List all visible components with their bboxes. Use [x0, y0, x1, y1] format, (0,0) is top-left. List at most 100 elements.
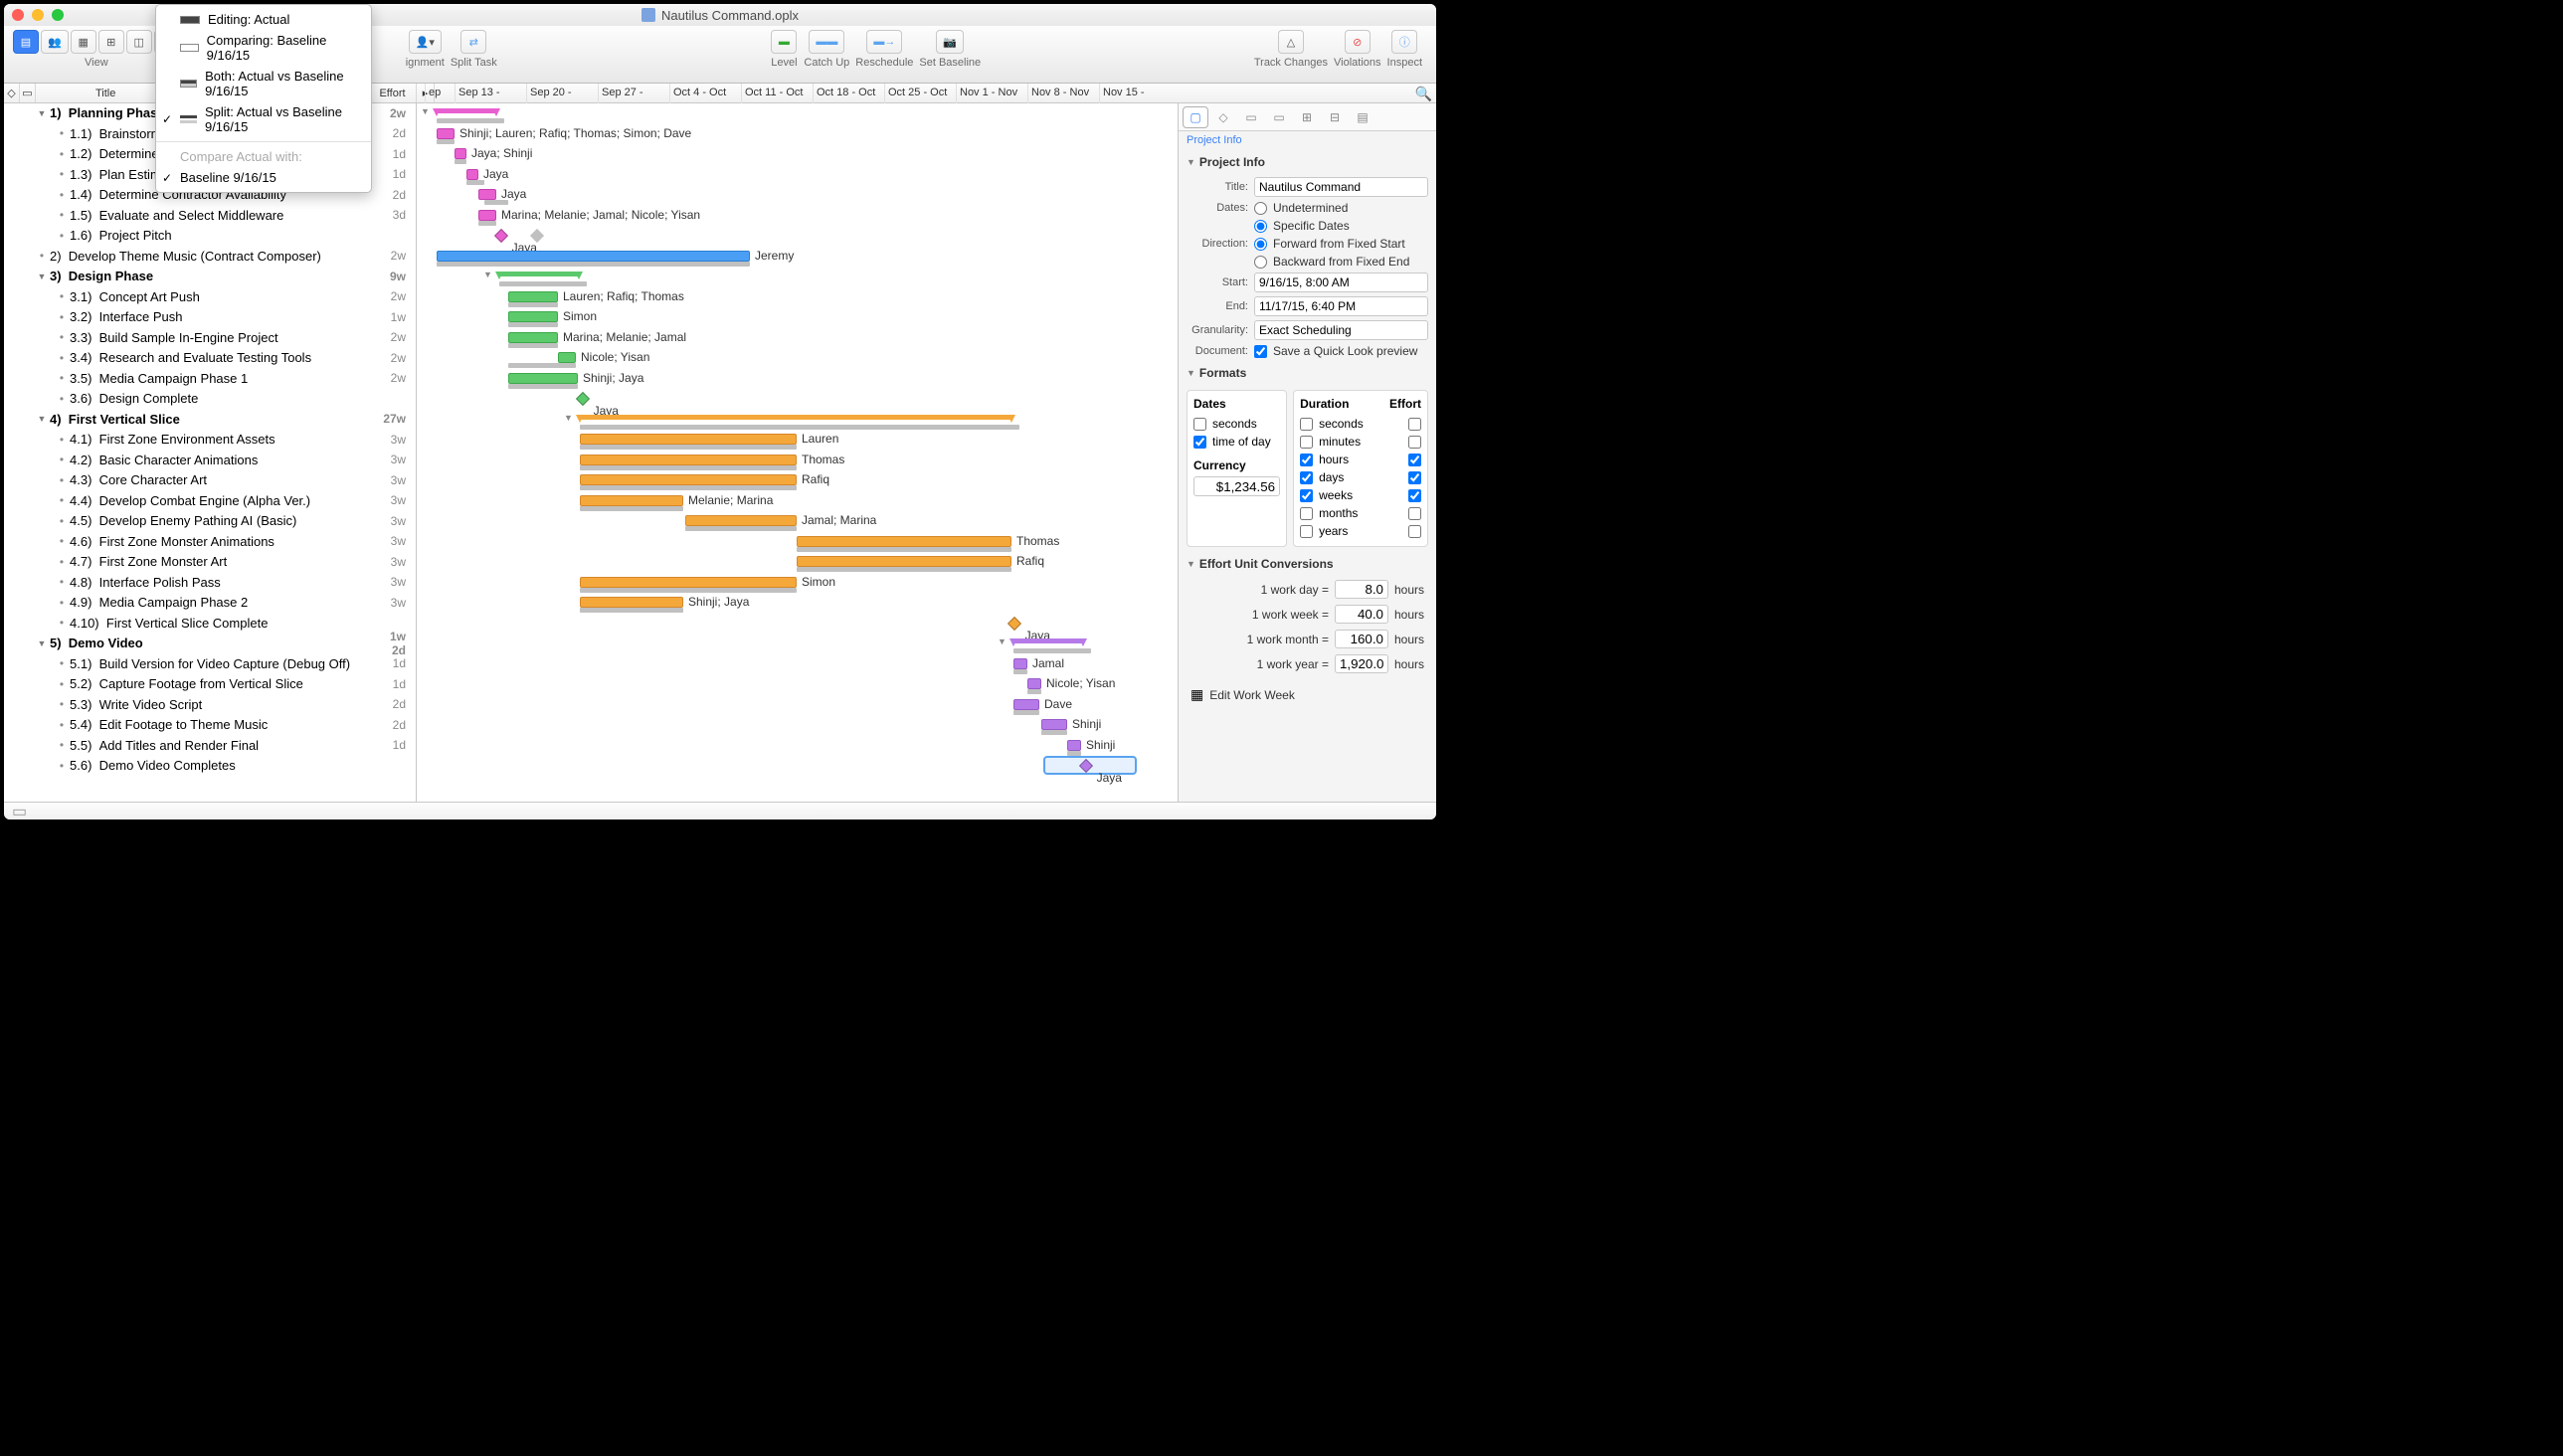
task-bar[interactable]: Jaya — [478, 189, 496, 200]
task-bar[interactable]: Shinji; Jaya — [508, 373, 578, 384]
task-bar[interactable]: Jamal — [1013, 658, 1027, 669]
direction-forward-radio[interactable] — [1254, 238, 1267, 251]
dropdown-item[interactable]: Both: Actual vs Baseline 9/16/15 — [156, 66, 371, 101]
gantt-row[interactable]: Thomas — [417, 532, 1178, 553]
gantt-row[interactable]: Jamal; Marina — [417, 511, 1178, 532]
gantt-row[interactable]: Simon — [417, 307, 1178, 328]
project-info-header[interactable]: ▼Project Info — [1179, 149, 1436, 175]
task-row[interactable]: •4.5) Develop Enemy Pathing AI (Basic)3w — [4, 511, 416, 532]
task-bar[interactable]: Simon — [508, 311, 558, 322]
task-row[interactable]: •1.6) Project Pitch — [4, 226, 416, 247]
conversion-input[interactable] — [1335, 654, 1388, 673]
inspector-tab-task[interactable]: ▭ — [1238, 106, 1264, 128]
task-row[interactable]: •4.10) First Vertical Slice Complete — [4, 614, 416, 635]
gantt-row[interactable]: ▼ — [417, 103, 1178, 124]
task-bar[interactable]: Jamal; Marina — [685, 515, 797, 526]
task-bar[interactable]: Nicole; Yisan — [1027, 678, 1041, 689]
gantt-row[interactable]: Lauren — [417, 430, 1178, 451]
gantt-row[interactable]: Shinji; Jaya — [417, 593, 1178, 614]
summary-bar[interactable] — [437, 108, 496, 116]
euc-header[interactable]: ▼Effort Unit Conversions — [1179, 551, 1436, 577]
view-styles-button[interactable]: ◫ — [126, 30, 152, 54]
close-button[interactable] — [12, 9, 24, 21]
col-status-icon[interactable]: ◇ — [4, 84, 20, 102]
col-effort[interactable]: Effort — [369, 84, 417, 102]
assignment-button[interactable]: 👤▾ — [409, 30, 442, 54]
task-bar[interactable]: Rafiq — [797, 556, 1011, 567]
split-task-button[interactable]: ⇄ — [460, 30, 486, 54]
summary-bar[interactable] — [1013, 638, 1083, 646]
disclosure-icon[interactable]: ▼ — [36, 272, 48, 281]
inspector-tab-custom[interactable]: ⊟ — [1322, 106, 1348, 128]
violations-button[interactable]: ⊘ — [1345, 30, 1371, 54]
task-row[interactable]: •5.1) Build Version for Video Capture (D… — [4, 654, 416, 675]
gantt-row[interactable]: Shinji — [417, 715, 1178, 736]
gantt-row[interactable]: Shinji; Jaya — [417, 369, 1178, 390]
currency-input[interactable] — [1193, 476, 1280, 496]
reschedule-button[interactable]: ▬→ — [866, 30, 902, 54]
eff-seconds-cb[interactable] — [1408, 418, 1421, 431]
task-row[interactable]: •3.4) Research and Evaluate Testing Tool… — [4, 348, 416, 369]
set-baseline-button[interactable]: 📷 — [936, 30, 964, 54]
milestone-diamond[interactable]: Jaya — [576, 392, 590, 406]
gantt-row[interactable]: ▼ — [417, 634, 1178, 654]
conversion-input[interactable] — [1335, 605, 1388, 624]
eff-months-cb[interactable] — [1408, 507, 1421, 520]
gantt-row[interactable]: Jaya — [417, 756, 1178, 777]
task-row[interactable]: •4.4) Develop Combat Engine (Alpha Ver.)… — [4, 491, 416, 512]
disclosure-icon[interactable]: ▼ — [564, 413, 573, 423]
task-bar[interactable]: Melanie; Marina — [580, 495, 683, 506]
timeofday-checkbox[interactable] — [1193, 436, 1206, 449]
gantt-row[interactable]: Shinji; Lauren; Rafiq; Thomas; Simon; Da… — [417, 124, 1178, 145]
conversion-input[interactable] — [1335, 630, 1388, 648]
disclosure-icon[interactable]: ▼ — [998, 637, 1007, 646]
view-calendar-button[interactable]: ▦ — [71, 30, 96, 54]
dur-minutes-cb[interactable] — [1300, 436, 1313, 449]
task-row[interactable]: •5.2) Capture Footage from Vertical Slic… — [4, 674, 416, 695]
end-date-input[interactable] — [1254, 296, 1428, 316]
dropdown-baseline-item[interactable]: Baseline 9/16/15 — [156, 167, 371, 188]
quicklook-checkbox[interactable] — [1254, 345, 1267, 358]
eff-days-cb[interactable] — [1408, 471, 1421, 484]
dur-days-cb[interactable] — [1300, 471, 1313, 484]
task-bar[interactable]: Simon — [580, 577, 797, 588]
gantt-row[interactable]: Dave — [417, 695, 1178, 716]
task-row[interactable]: •5.4) Edit Footage to Theme Music2d — [4, 715, 416, 736]
dur-years-cb[interactable] — [1300, 525, 1313, 538]
inspector-tab-resource[interactable]: ▭ — [1266, 106, 1292, 128]
catch-up-button[interactable]: ▬▬ — [809, 30, 844, 54]
task-bar[interactable]: Shinji — [1041, 719, 1067, 730]
task-row[interactable]: •4.2) Basic Character Animations3w — [4, 451, 416, 471]
gantt-row[interactable]: Lauren; Rafiq; Thomas — [417, 287, 1178, 308]
direction-backward-radio[interactable] — [1254, 256, 1267, 269]
task-bar[interactable]: Shinji; Jaya — [580, 597, 683, 608]
project-title-input[interactable] — [1254, 177, 1428, 197]
inspector-tab-notes[interactable]: ▤ — [1350, 106, 1375, 128]
task-row[interactable]: •3.2) Interface Push1w — [4, 307, 416, 328]
task-bar[interactable]: Thomas — [580, 455, 797, 465]
gantt-row[interactable]: Shinji — [417, 736, 1178, 757]
inspector-tab-project[interactable]: ▢ — [1183, 106, 1208, 128]
task-row[interactable]: •3.6) Design Complete — [4, 389, 416, 410]
eff-minutes-cb[interactable] — [1408, 436, 1421, 449]
task-row[interactable]: •3.5) Media Campaign Phase 12w — [4, 369, 416, 390]
task-bar[interactable]: Dave — [1013, 699, 1039, 710]
gantt-row[interactable]: Rafiq — [417, 552, 1178, 573]
minimize-button[interactable] — [32, 9, 44, 21]
task-row[interactable]: •4.9) Media Campaign Phase 23w — [4, 593, 416, 614]
milestone-diamond[interactable]: Jaya — [494, 229, 508, 243]
task-bar[interactable]: Thomas — [797, 536, 1011, 547]
gantt-row[interactable]: Marina; Melanie; Jamal; Nicole; Yisan — [417, 206, 1178, 227]
task-bar[interactable]: Jeremy — [437, 251, 750, 262]
task-row[interactable]: ▼4) First Vertical Slice27w — [4, 410, 416, 431]
status-icon[interactable]: ▭ — [12, 802, 27, 820]
eff-hours-cb[interactable] — [1408, 454, 1421, 466]
task-bar[interactable]: Shinji — [1067, 740, 1081, 751]
summary-bar[interactable] — [580, 415, 1011, 423]
gantt-row[interactable]: Jeremy — [417, 247, 1178, 268]
dur-seconds-cb[interactable] — [1300, 418, 1313, 431]
task-row[interactable]: •4.6) First Zone Monster Animations3w — [4, 532, 416, 553]
task-row[interactable]: •4.8) Interface Polish Pass3w — [4, 573, 416, 594]
seconds-checkbox[interactable] — [1193, 418, 1206, 431]
inspector-tab-styles[interactable]: ⊞ — [1294, 106, 1320, 128]
